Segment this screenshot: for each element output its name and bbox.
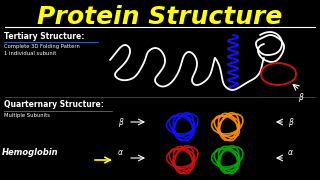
Text: 1 individual subunit: 1 individual subunit: [4, 51, 56, 56]
Text: β: β: [118, 118, 123, 127]
Text: Hemoglobin: Hemoglobin: [2, 148, 59, 157]
Text: Complete 3D Folding Pattern: Complete 3D Folding Pattern: [4, 44, 80, 49]
Text: α: α: [288, 148, 293, 157]
Text: Tertiary Structure:: Tertiary Structure:: [4, 32, 84, 41]
Text: β: β: [298, 93, 303, 102]
Text: Multiple Subunits: Multiple Subunits: [4, 113, 50, 118]
Text: Quarternary Structure:: Quarternary Structure:: [4, 100, 104, 109]
Text: α: α: [118, 148, 123, 157]
Text: Protein Structure: Protein Structure: [37, 5, 283, 29]
Text: β: β: [288, 118, 293, 127]
